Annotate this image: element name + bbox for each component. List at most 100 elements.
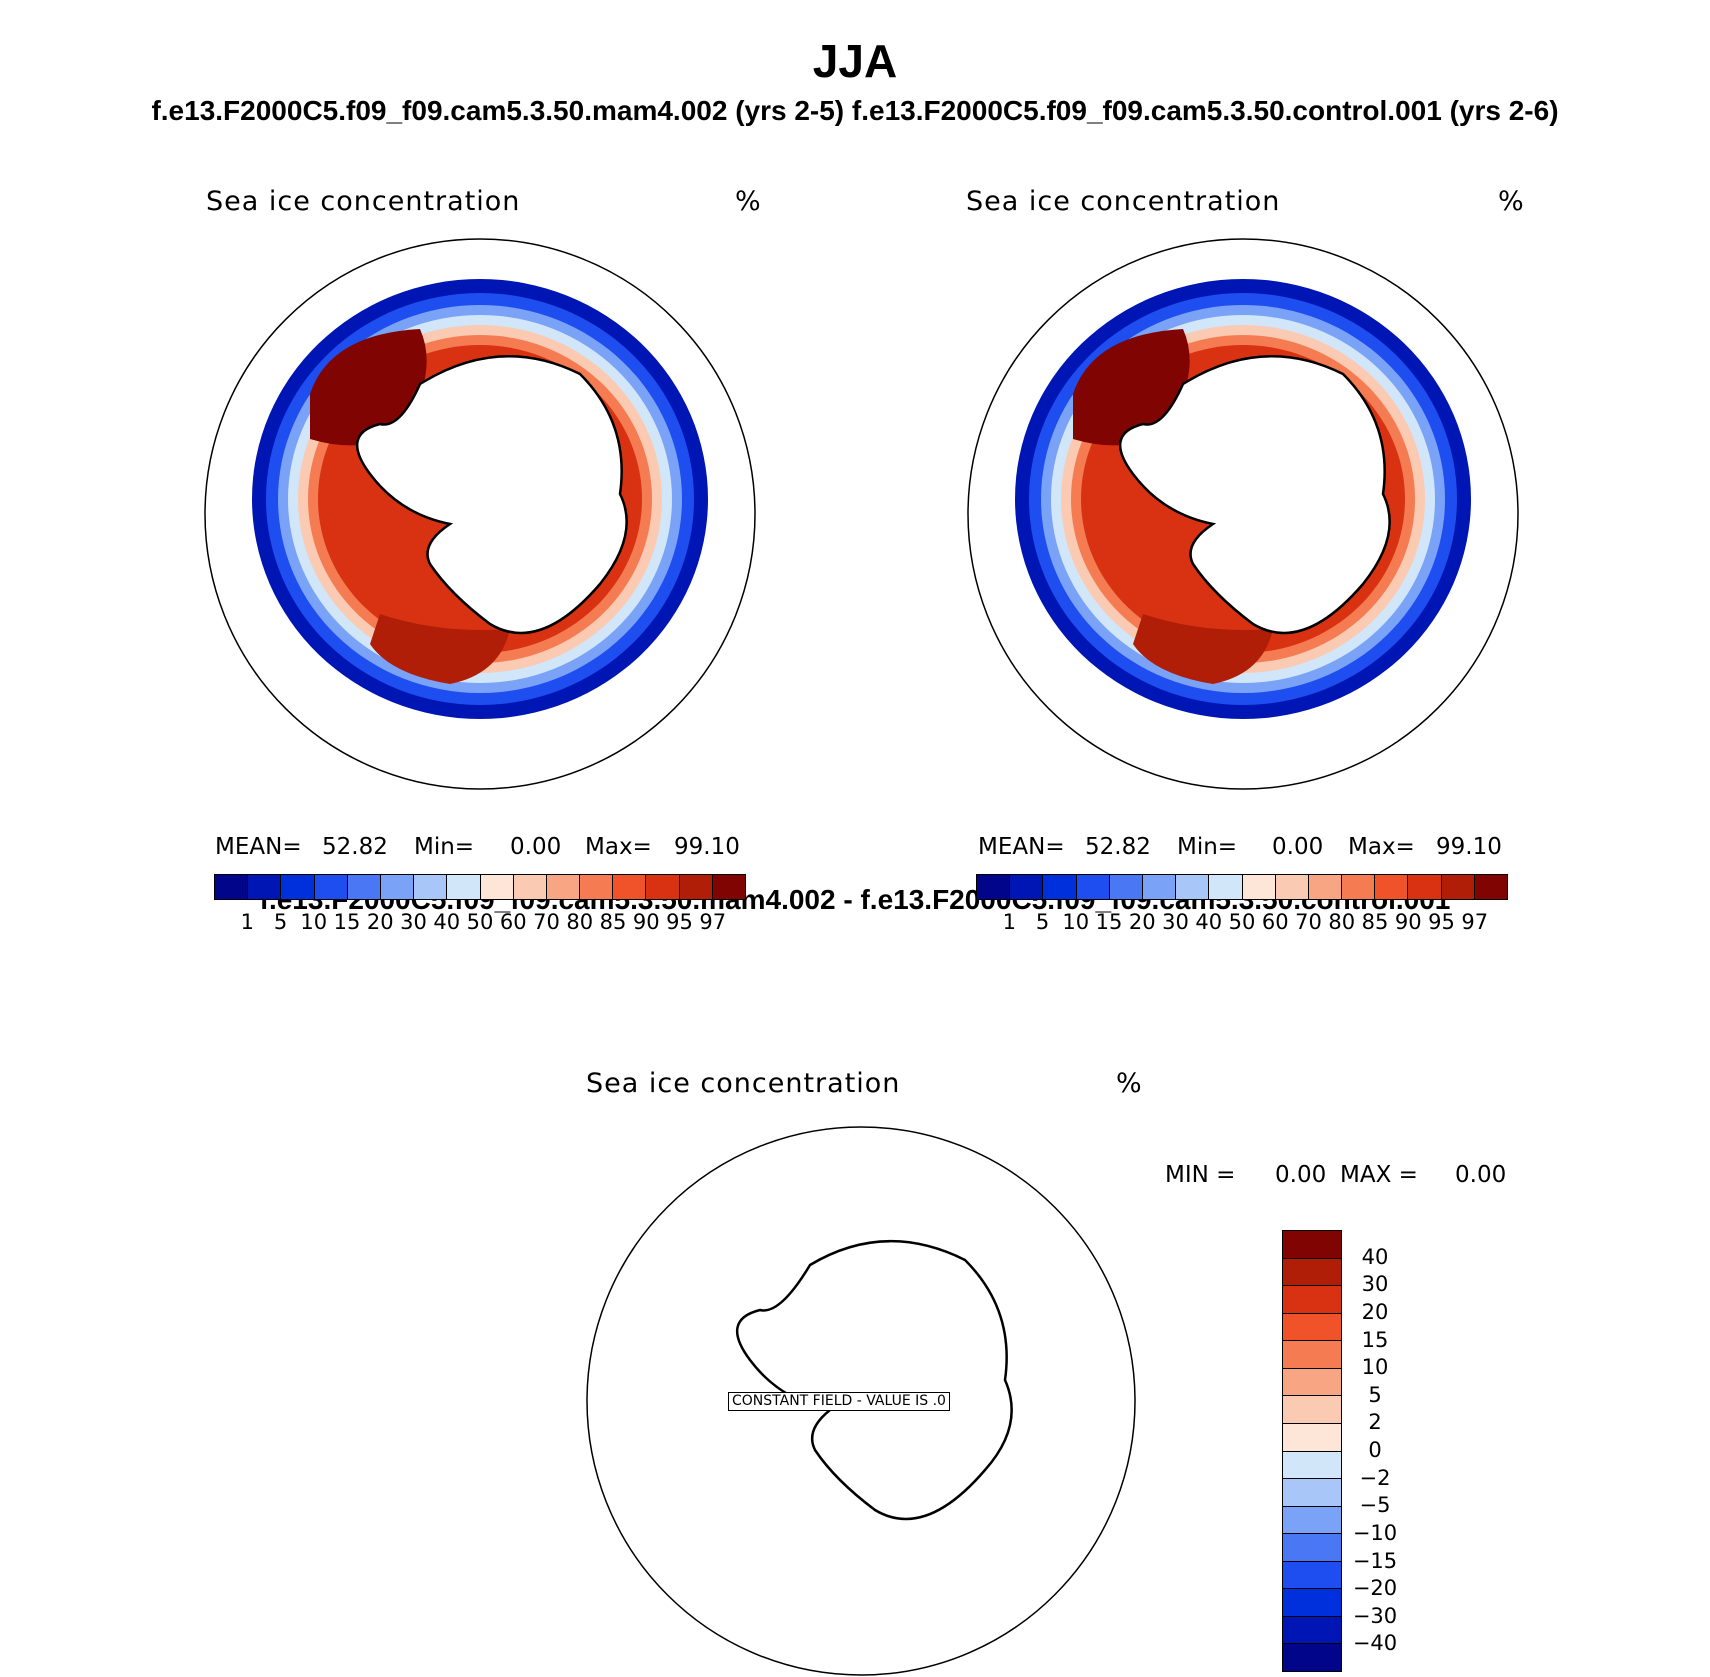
colorbar-swatch (1209, 875, 1243, 899)
colorbar-tick-label: 1 (1002, 910, 1016, 934)
diff-colorbar-ticks: 40 30 20 15 10 5 2 0 −2 −5 −10 −15 −20 −30 −40 (1345, 1230, 1405, 1672)
panel-2-max: 99.10 (1436, 834, 1502, 860)
colorbar-swatch (1283, 1341, 1341, 1369)
colorbar-swatch (1242, 875, 1276, 899)
colorbar-tick-label: −2 (1359, 1465, 1391, 1490)
colorbar-tick-label: 70 (533, 910, 560, 934)
colorbar-tick-label: 5 (1035, 910, 1050, 934)
panel-1-mean-label: MEAN= (215, 834, 302, 860)
colorbar-tick-label: −40 (1352, 1631, 1398, 1656)
colorbar-swatch (1176, 875, 1210, 899)
colorbar-tick-label: 30 (1361, 1272, 1389, 1297)
colorbar-swatch (447, 875, 481, 899)
panel-2-colorbar (976, 874, 1508, 900)
page-title: JJA (812, 35, 898, 87)
colorbar-swatch (1109, 875, 1143, 899)
colorbar-tick-label: 20 (1361, 1299, 1389, 1324)
panel-2-mean: 52.82 (1085, 834, 1151, 860)
panel-1-colorbar (214, 874, 746, 900)
panel-2-min: 0.00 (1272, 834, 1324, 860)
colorbar-swatch (580, 875, 614, 899)
colorbar-swatch (347, 875, 381, 899)
colorbar-swatch (1283, 1644, 1341, 1671)
colorbar-swatch (613, 875, 647, 899)
colorbar-tick-label: 2 (1368, 1410, 1382, 1435)
colorbar-tick-label: 85 (599, 910, 627, 934)
colorbar-swatch (1283, 1258, 1341, 1287)
diff-min-label: MIN = (1165, 1162, 1236, 1188)
colorbar-swatch (646, 875, 680, 899)
colorbar-swatch (513, 875, 547, 899)
panel-1-label: Sea ice concentration (206, 186, 521, 217)
colorbar-swatch (248, 875, 282, 899)
colorbar-tick-label: 90 (1394, 910, 1422, 934)
colorbar-tick-label: 5 (1368, 1382, 1382, 1407)
diff-panel-label: Sea ice concentration (586, 1068, 901, 1099)
colorbar-tick-label: 30 (1162, 910, 1189, 934)
colorbar-tick-label: 80 (566, 910, 594, 934)
panel-1-mean: 52.82 (322, 834, 388, 860)
colorbar-tick-label: 40 (1195, 910, 1223, 934)
colorbar-swatch (480, 875, 514, 899)
colorbar-swatch (1342, 875, 1376, 899)
colorbar-tick-label: −20 (1352, 1576, 1398, 1601)
colorbar-tick-label: 10 (300, 910, 328, 934)
colorbar-swatch (1375, 875, 1409, 899)
colorbar-swatch (1043, 875, 1077, 899)
constant-field-label: CONSTANT FIELD - VALUE IS .0 (728, 1392, 950, 1411)
colorbar-swatch (1283, 1534, 1341, 1562)
top-subtitle: f.e13.F2000C5.f09_f09.cam5.3.50.mam4.002… (151, 95, 1559, 126)
colorbar-swatch (1283, 1423, 1341, 1452)
colorbar-tick-label: 1 (240, 910, 254, 934)
colorbar-tick-label: 15 (1361, 1327, 1389, 1352)
antarctica-coast (735, 1240, 1013, 1521)
colorbar-tick-label: 60 (499, 910, 527, 934)
colorbar-tick-label: 30 (400, 910, 427, 934)
antarctica-coast (355, 354, 628, 635)
diff-colorbar (1282, 1230, 1342, 1672)
colorbar-tick-label: 15 (333, 910, 361, 934)
colorbar-tick-label: −10 (1352, 1520, 1398, 1545)
panel-2-max-label: Max= (1348, 834, 1415, 860)
colorbar-swatch (1283, 1451, 1341, 1480)
colorbar-swatch (281, 875, 315, 899)
panel-1-map (204, 238, 756, 790)
panel-1-max: 99.10 (674, 834, 740, 860)
colorbar-tick-label: 15 (1095, 910, 1123, 934)
colorbar-swatch (314, 875, 348, 899)
colorbar-tick-label: 70 (1295, 910, 1322, 934)
colorbar-tick-label: 40 (433, 910, 461, 934)
colorbar-tick-label: −5 (1359, 1493, 1391, 1518)
colorbar-swatch (1275, 875, 1309, 899)
colorbar-tick-label: 50 (466, 910, 494, 934)
colorbar-swatch (712, 875, 745, 899)
panel-1-units: % (735, 186, 762, 217)
colorbar-swatch (1308, 875, 1343, 899)
panel-2-units: % (1498, 186, 1525, 217)
colorbar-swatch (1474, 875, 1507, 899)
diff-panel-units: % (1116, 1068, 1143, 1099)
colorbar-swatch (1283, 1396, 1341, 1424)
colorbar-swatch (977, 875, 1011, 899)
colorbar-swatch (679, 875, 713, 899)
antarctica-coast (1118, 354, 1391, 635)
panel-1-min-label: Min= (414, 834, 475, 860)
panel-1-colorbar-ticks: 1 5 10 15 20 30 40 50 60 70 80 85 90 95 97 (214, 910, 746, 938)
colorbar-swatch (1283, 1286, 1341, 1314)
colorbar-swatch (1283, 1368, 1341, 1397)
panel-2-map (967, 238, 1519, 790)
colorbar-swatch (1283, 1616, 1341, 1645)
colorbar-tick-label: 40 (1361, 1244, 1389, 1269)
colorbar-tick-label: 10 (1062, 910, 1090, 934)
colorbar-swatch (1408, 875, 1442, 899)
panel-2-mean-label: MEAN= (978, 834, 1065, 860)
colorbar-swatch (1283, 1479, 1341, 1507)
colorbar-tick-label: 95 (1428, 910, 1455, 934)
colorbar-tick-label: 20 (366, 910, 394, 934)
colorbar-tick-label: 97 (1461, 910, 1489, 934)
colorbar-swatch (1283, 1506, 1341, 1535)
diff-max: 0.00 (1455, 1162, 1507, 1188)
colorbar-swatch (1076, 875, 1110, 899)
panel-2-label: Sea ice concentration (966, 186, 1281, 217)
colorbar-swatch (1142, 875, 1177, 899)
